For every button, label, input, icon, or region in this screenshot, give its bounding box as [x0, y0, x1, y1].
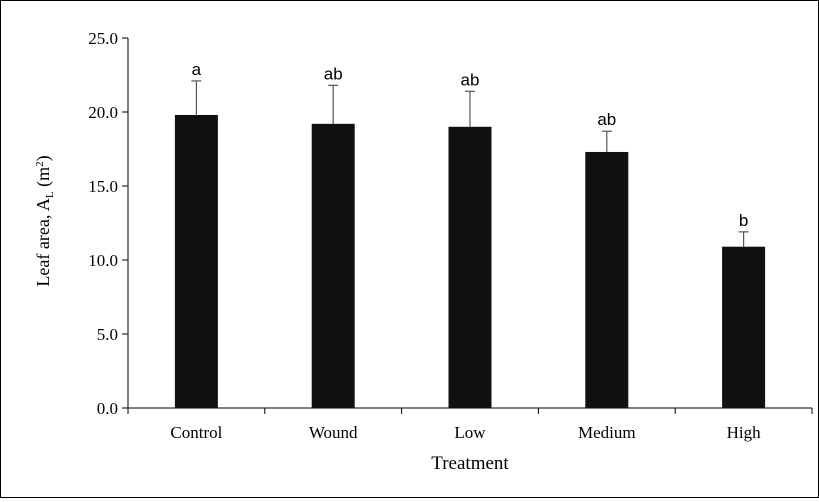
significance-label-high: b: [739, 211, 748, 230]
significance-label-low: ab: [461, 70, 480, 89]
bar-high: [722, 246, 766, 408]
significance-label-medium: ab: [597, 110, 616, 129]
x-tick-label-control: Control: [170, 423, 222, 442]
bars: [174, 114, 766, 409]
significance-labels: a ab ab ab b: [192, 60, 749, 230]
bar-control: [174, 114, 218, 409]
bar-low: [448, 126, 492, 409]
y-tick-label: 25.0: [88, 29, 118, 48]
y-tick-label: 5.0: [97, 325, 118, 344]
bar-wound: [311, 123, 355, 408]
y-tick-label: 0.0: [97, 399, 118, 418]
x-axis-title: Treatment: [431, 453, 509, 474]
y-axis-title-superscript: 2: [34, 161, 46, 167]
y-axis-title-unit-open: (m: [33, 167, 54, 192]
x-tick-label-medium: Medium: [578, 423, 636, 442]
y-axis-title: Leaf area, AL (m2): [33, 155, 56, 286]
y-axis-title-subscript: L: [44, 191, 56, 198]
x-axis: Control Wound Low Medium High: [127, 407, 813, 442]
y-tick-label: 20.0: [88, 103, 118, 122]
error-bars: [191, 80, 749, 247]
y-axis: 0.0 5.0 10.0 15.0 20.0 25.0: [88, 29, 129, 418]
x-tick-label-low: Low: [454, 423, 486, 442]
significance-label-control: a: [192, 60, 202, 79]
x-tick-label-wound: Wound: [309, 423, 358, 442]
y-tick-label: 15.0: [88, 177, 118, 196]
x-tick-label-high: High: [727, 423, 762, 442]
y-axis-title-main: Leaf area, A: [33, 198, 53, 286]
y-axis-title-unit-close: ): [33, 155, 54, 161]
bar-medium: [585, 151, 629, 408]
y-tick-label: 10.0: [88, 251, 118, 270]
significance-label-wound: ab: [324, 64, 343, 83]
